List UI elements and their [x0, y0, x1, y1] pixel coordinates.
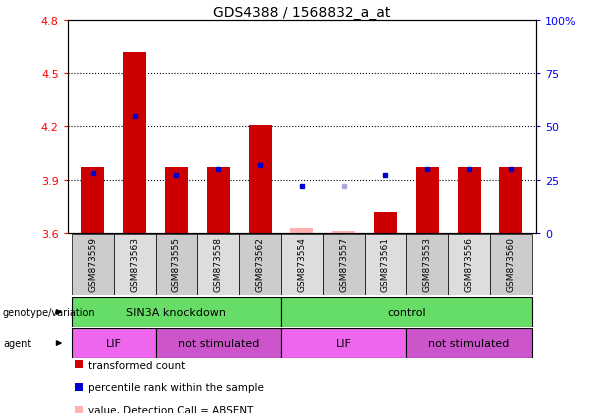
Bar: [332, 232, 355, 233]
Bar: [323, 234, 365, 295]
Bar: [72, 297, 281, 327]
Text: GSM873561: GSM873561: [381, 237, 390, 292]
Text: not stimulated: not stimulated: [428, 338, 510, 348]
Bar: [458, 168, 481, 233]
Text: GSM873562: GSM873562: [256, 237, 264, 291]
Bar: [290, 228, 313, 233]
Bar: [155, 328, 281, 358]
Text: genotype/variation: genotype/variation: [3, 307, 95, 317]
Bar: [406, 328, 532, 358]
Bar: [75, 360, 83, 369]
Text: not stimulated: not stimulated: [177, 338, 259, 348]
Text: GSM873558: GSM873558: [214, 237, 223, 292]
Bar: [448, 234, 490, 295]
Bar: [197, 234, 239, 295]
Bar: [281, 234, 323, 295]
Bar: [207, 168, 230, 233]
Text: LIF: LIF: [336, 338, 352, 348]
Bar: [490, 234, 532, 295]
Bar: [155, 234, 197, 295]
Bar: [281, 328, 406, 358]
Text: value, Detection Call = ABSENT: value, Detection Call = ABSENT: [88, 405, 254, 413]
Bar: [239, 234, 281, 295]
Text: GSM873553: GSM873553: [423, 237, 432, 292]
Bar: [72, 328, 155, 358]
Text: GSM873554: GSM873554: [297, 237, 306, 291]
Text: GSM873556: GSM873556: [465, 237, 474, 292]
Text: LIF: LIF: [106, 338, 122, 348]
Text: SIN3A knockdown: SIN3A knockdown: [127, 307, 226, 317]
Text: percentile rank within the sample: percentile rank within the sample: [88, 382, 264, 392]
Text: transformed count: transformed count: [88, 360, 186, 370]
Bar: [365, 234, 406, 295]
Text: GSM873559: GSM873559: [88, 237, 97, 292]
Bar: [406, 234, 448, 295]
Text: control: control: [387, 307, 426, 317]
Text: agent: agent: [3, 338, 31, 348]
Bar: [281, 297, 532, 327]
Text: GSM873557: GSM873557: [339, 237, 348, 292]
Bar: [374, 212, 397, 233]
Bar: [75, 406, 83, 413]
Text: GSM873560: GSM873560: [507, 237, 515, 292]
Bar: [416, 168, 439, 233]
Text: GSM873563: GSM873563: [130, 237, 139, 292]
Bar: [75, 383, 83, 392]
Text: GSM873555: GSM873555: [172, 237, 181, 292]
Bar: [165, 168, 188, 233]
Bar: [123, 52, 146, 233]
Bar: [72, 234, 114, 295]
Title: GDS4388 / 1568832_a_at: GDS4388 / 1568832_a_at: [213, 6, 391, 20]
Bar: [81, 168, 104, 233]
Bar: [249, 125, 272, 233]
Bar: [499, 168, 522, 233]
Bar: [114, 234, 155, 295]
